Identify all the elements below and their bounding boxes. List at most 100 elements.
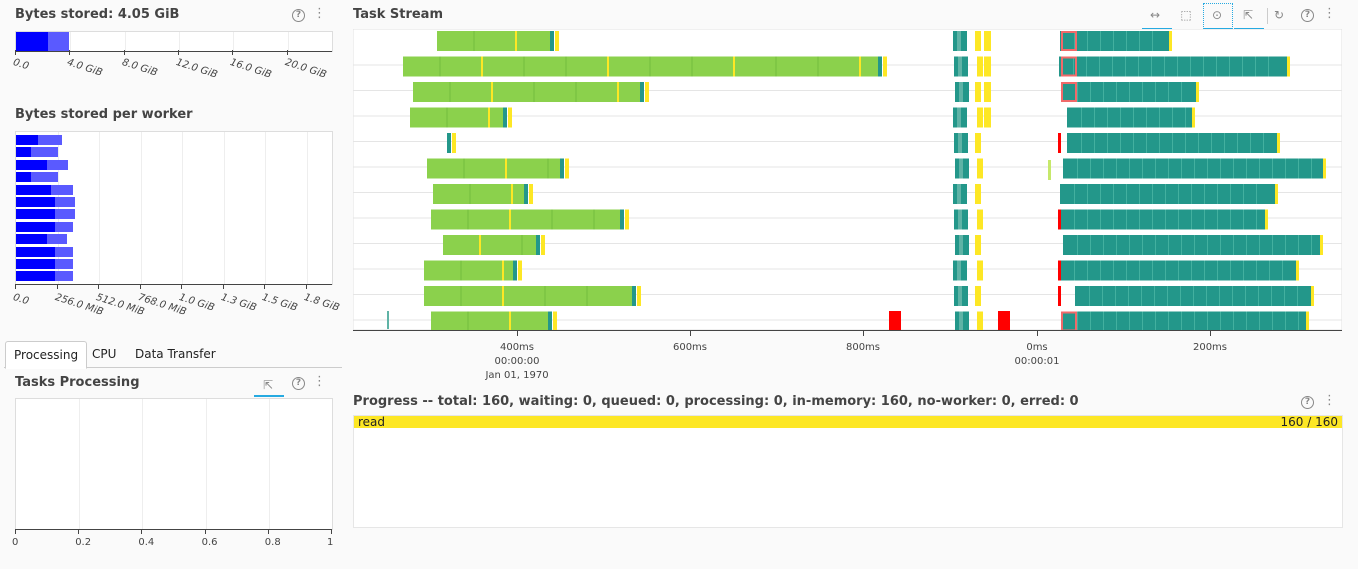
task-separator[interactable] (1103, 311, 1104, 331)
task-separator[interactable] (1141, 286, 1142, 306)
task-transfer-bar[interactable] (620, 209, 624, 230)
task-yellow-bar[interactable] (1277, 133, 1280, 153)
task-yellow-bar[interactable] (1275, 184, 1278, 204)
task-separator[interactable] (460, 286, 462, 306)
task-teal-bar[interactable] (1060, 209, 1265, 230)
task-yellow-bar[interactable] (1296, 260, 1299, 281)
task-separator[interactable] (817, 56, 819, 77)
task-teal-bar[interactable] (1060, 184, 1275, 204)
task-separator[interactable] (1168, 235, 1169, 255)
task-separator[interactable] (1087, 184, 1088, 204)
task-separator[interactable] (1185, 133, 1186, 153)
task-yellow-bar[interactable] (1169, 31, 1172, 51)
task-separator[interactable] (1211, 133, 1212, 153)
task-separator[interactable] (1259, 235, 1260, 255)
task-separator[interactable] (1146, 107, 1147, 128)
task-separator[interactable] (467, 311, 469, 331)
task-separator[interactable] (1090, 82, 1091, 102)
task-compute-bar[interactable] (410, 107, 503, 128)
task-separator[interactable] (1178, 184, 1179, 204)
task-separator[interactable] (958, 286, 962, 306)
task-separator[interactable] (1242, 56, 1243, 77)
task-separator[interactable] (1207, 311, 1208, 331)
task-separator[interactable] (1139, 209, 1140, 230)
task-yellow-bar[interactable] (975, 184, 981, 204)
task-separator[interactable] (1194, 158, 1195, 179)
task-separator[interactable] (1089, 286, 1090, 306)
task-separator[interactable] (1207, 235, 1208, 255)
task-separator[interactable] (1230, 184, 1231, 204)
task-separator[interactable] (521, 235, 523, 255)
box-zoom-icon[interactable]: ⬚ (1180, 8, 1192, 22)
task-separator[interactable] (509, 209, 511, 230)
task-separator[interactable] (467, 209, 469, 230)
task-separator[interactable] (1152, 184, 1153, 204)
task-separator[interactable] (463, 158, 465, 179)
task-separator[interactable] (859, 56, 861, 77)
task-yellow-bar[interactable] (541, 235, 545, 255)
task-separator[interactable] (1142, 158, 1143, 179)
task-separator[interactable] (469, 184, 471, 204)
task-teal-bar[interactable] (1063, 235, 1320, 255)
task-separator[interactable] (1155, 235, 1156, 255)
task-separator[interactable] (479, 235, 481, 255)
task-yellow-bar[interactable] (984, 107, 991, 128)
wheel-zoom-icon[interactable]: ⊙ (1211, 8, 1223, 22)
task-separator[interactable] (1155, 82, 1156, 102)
pan-icon[interactable]: ↔ (1149, 8, 1161, 22)
task-compute-bar[interactable] (433, 184, 524, 204)
task-separator[interactable] (1129, 311, 1130, 331)
task-separator[interactable] (1272, 158, 1273, 179)
task-separator[interactable] (1113, 260, 1114, 281)
task-separator[interactable] (523, 56, 525, 77)
task-separator[interactable] (1204, 260, 1205, 281)
task-separator[interactable] (1168, 311, 1169, 331)
task-separator[interactable] (1128, 286, 1129, 306)
task-yellow-bar[interactable] (625, 209, 629, 230)
task-separator[interactable] (446, 107, 448, 128)
task-separator[interactable] (1230, 260, 1231, 281)
progress-bar-read[interactable] (354, 416, 1342, 428)
task-separator[interactable] (1198, 133, 1199, 153)
task-yellow-bar[interactable] (975, 235, 981, 255)
task-separator[interactable] (1074, 209, 1075, 230)
more-icon[interactable]: ⋮ (1323, 6, 1336, 21)
task-separator[interactable] (1100, 184, 1101, 204)
task-yellow-bar[interactable] (984, 56, 991, 77)
task-separator[interactable] (1087, 260, 1088, 281)
task-separator[interactable] (1113, 184, 1114, 204)
task-separator[interactable] (959, 311, 963, 331)
task-separator[interactable] (958, 56, 962, 77)
task-separator[interactable] (1311, 235, 1312, 255)
task-separator[interactable] (1090, 158, 1091, 179)
task-red-bar[interactable] (1058, 260, 1061, 281)
task-yellow-bar[interactable] (977, 209, 983, 230)
task-separator[interactable] (1297, 286, 1298, 306)
task-separator[interactable] (533, 82, 535, 102)
task-separator[interactable] (1094, 133, 1095, 153)
task-separator[interactable] (957, 184, 961, 204)
task-separator[interactable] (691, 56, 693, 77)
task-separator[interactable] (1073, 56, 1074, 77)
task-separator[interactable] (1178, 209, 1179, 230)
task-red-outline[interactable] (1061, 56, 1077, 77)
task-separator[interactable] (1077, 311, 1078, 331)
task-yellow-bar[interactable] (977, 158, 983, 179)
task-yellow-bar[interactable] (975, 286, 981, 306)
task-yellow-bar[interactable] (977, 311, 983, 331)
task-separator[interactable] (617, 82, 619, 102)
more-icon[interactable]: ⋮ (313, 6, 326, 21)
task-separator[interactable] (1229, 56, 1230, 77)
task-separator[interactable] (1103, 235, 1104, 255)
task-separator[interactable] (1180, 286, 1181, 306)
task-yellow-bar[interactable] (529, 184, 533, 204)
task-separator[interactable] (1077, 82, 1078, 102)
task-transfer-bar[interactable] (503, 107, 507, 128)
task-separator[interactable] (1256, 209, 1257, 230)
task-separator[interactable] (547, 158, 549, 179)
task-transfer-bar[interactable] (447, 133, 451, 153)
task-separator[interactable] (1245, 286, 1246, 306)
task-separator[interactable] (1181, 158, 1182, 179)
task-separator[interactable] (1129, 235, 1130, 255)
task-transfer-bar[interactable] (524, 184, 528, 204)
